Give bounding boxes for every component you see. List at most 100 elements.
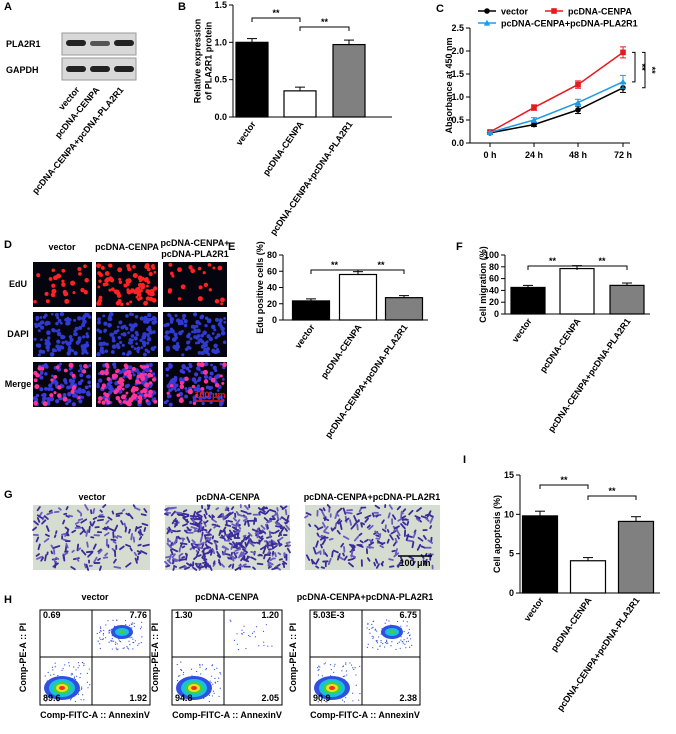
cell: [36, 555, 44, 560]
nucleus: [126, 383, 130, 387]
nucleus: [217, 322, 222, 327]
cell: [281, 562, 286, 565]
cell: [125, 543, 132, 548]
event: [140, 626, 143, 628]
nucleus: [59, 362, 63, 366]
density: [329, 686, 335, 690]
cell: [242, 517, 248, 522]
event: [321, 675, 323, 677]
edu-cell: [70, 280, 76, 286]
cell: [50, 550, 54, 555]
cell: [429, 525, 433, 530]
cell: [211, 518, 217, 523]
cell: [262, 546, 267, 554]
edu-cell: [37, 366, 43, 371]
cell: [136, 525, 143, 530]
nucleus: [77, 381, 82, 386]
event: [115, 647, 117, 649]
cell: [374, 558, 379, 564]
cell: [76, 557, 80, 562]
event: [208, 700, 210, 703]
cell: [378, 533, 382, 539]
event: [407, 640, 409, 642]
event: [323, 663, 325, 665]
nucleus: [174, 389, 178, 392]
event: [318, 665, 320, 667]
cell: [202, 520, 207, 527]
nucleus: [56, 316, 60, 320]
cell: [311, 559, 314, 565]
nucleus: [124, 326, 129, 331]
nucleus: [47, 387, 51, 392]
cell: [211, 535, 215, 540]
cell: [356, 512, 363, 516]
marker: [551, 8, 557, 14]
cell: [271, 515, 276, 521]
cell: [114, 535, 119, 539]
nucleus: [69, 337, 74, 342]
event: [342, 665, 345, 667]
nucleus: [103, 330, 107, 333]
event: [205, 669, 207, 671]
nucleus: [140, 346, 144, 350]
nucleus: [194, 381, 197, 384]
event: [128, 640, 130, 642]
event: [75, 669, 77, 671]
nucleus: [166, 336, 171, 341]
cell: [354, 519, 360, 526]
cell: [232, 541, 236, 546]
event: [403, 630, 405, 633]
nucleus: [130, 345, 134, 349]
cell: [227, 519, 233, 523]
event: [177, 675, 180, 677]
event: [406, 637, 408, 639]
cell: [348, 562, 354, 568]
event: [140, 642, 142, 644]
event: [350, 664, 353, 666]
cell: [84, 504, 89, 511]
event: [199, 664, 201, 666]
event: [344, 675, 346, 677]
edu-cell: [124, 365, 129, 370]
event: [256, 626, 258, 628]
cell: [336, 553, 341, 561]
nucleus: [184, 347, 189, 351]
nucleus: [73, 351, 78, 356]
cell: [209, 549, 213, 553]
edu-cell: [153, 399, 158, 404]
edu-cell: [78, 272, 82, 276]
cell: [169, 548, 174, 556]
nucleus: [163, 400, 168, 405]
edu-cell: [140, 282, 145, 288]
nucleus: [169, 364, 173, 368]
cell: [68, 514, 74, 518]
event: [199, 666, 201, 668]
bar: [510, 286, 546, 315]
cell: [113, 566, 122, 569]
nucleus: [184, 394, 188, 399]
cell: [374, 504, 381, 510]
event: [371, 623, 373, 625]
cell: [246, 519, 250, 527]
nucleus: [80, 344, 85, 349]
edu-cell: [121, 387, 125, 391]
band: [90, 66, 110, 72]
cell: [312, 546, 317, 555]
edu-cell: [116, 385, 122, 391]
y-tick-label: 1.5: [451, 69, 464, 79]
nucleus: [146, 337, 152, 342]
event: [56, 700, 58, 702]
panel-label: A: [4, 1, 12, 13]
event: [78, 665, 80, 667]
cell: [178, 552, 184, 557]
nucleus: [153, 391, 157, 395]
event: [367, 623, 369, 625]
cell: [173, 538, 178, 545]
nucleus: [216, 333, 221, 338]
event: [73, 677, 76, 679]
cell: [209, 551, 213, 556]
y-tick-label: 2.5: [451, 23, 464, 33]
row-label: PLA2R1: [6, 39, 41, 49]
edu-cell: [105, 368, 109, 372]
significance-label: **: [377, 260, 385, 270]
